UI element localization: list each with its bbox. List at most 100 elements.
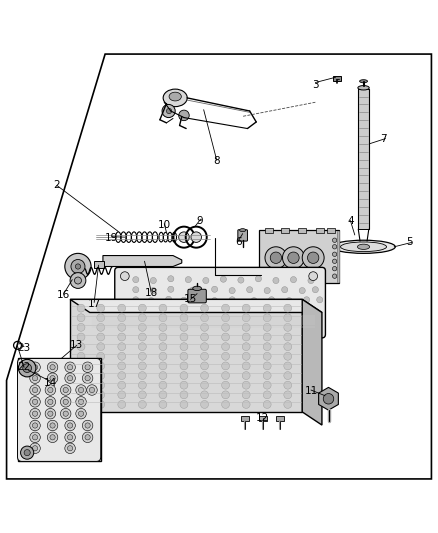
Circle shape xyxy=(242,324,250,332)
Circle shape xyxy=(222,362,230,370)
Circle shape xyxy=(85,435,90,440)
Circle shape xyxy=(50,423,55,428)
Circle shape xyxy=(286,297,292,304)
Circle shape xyxy=(308,307,314,313)
Circle shape xyxy=(138,333,146,341)
Circle shape xyxy=(284,381,292,389)
Circle shape xyxy=(47,373,58,383)
Circle shape xyxy=(263,324,271,332)
Circle shape xyxy=(286,317,292,323)
Circle shape xyxy=(118,352,126,360)
Circle shape xyxy=(47,432,58,442)
Circle shape xyxy=(229,287,235,294)
Circle shape xyxy=(48,411,53,416)
Circle shape xyxy=(82,420,93,431)
Circle shape xyxy=(180,324,188,332)
Circle shape xyxy=(290,277,297,282)
Circle shape xyxy=(307,252,319,263)
Circle shape xyxy=(30,362,40,373)
Circle shape xyxy=(284,324,292,332)
Circle shape xyxy=(201,343,208,351)
Circle shape xyxy=(284,314,292,322)
Circle shape xyxy=(265,247,287,269)
Circle shape xyxy=(263,333,271,341)
Circle shape xyxy=(159,362,167,370)
Circle shape xyxy=(138,343,146,351)
Circle shape xyxy=(181,297,187,303)
Circle shape xyxy=(216,317,222,322)
Circle shape xyxy=(32,399,38,405)
Text: 11: 11 xyxy=(304,386,318,397)
Circle shape xyxy=(284,362,292,370)
Text: 12: 12 xyxy=(256,413,269,423)
Circle shape xyxy=(155,327,161,333)
Circle shape xyxy=(263,400,271,408)
Circle shape xyxy=(263,381,271,389)
Circle shape xyxy=(190,287,196,293)
Circle shape xyxy=(263,372,271,379)
Circle shape xyxy=(159,372,167,379)
Circle shape xyxy=(89,387,95,393)
Circle shape xyxy=(284,343,292,351)
Circle shape xyxy=(77,381,85,389)
Polygon shape xyxy=(94,261,104,268)
Circle shape xyxy=(65,443,75,454)
Circle shape xyxy=(222,352,230,360)
Circle shape xyxy=(133,277,139,282)
Circle shape xyxy=(201,391,208,399)
Circle shape xyxy=(166,296,172,302)
Circle shape xyxy=(67,423,73,428)
Circle shape xyxy=(247,287,253,293)
Circle shape xyxy=(63,399,68,405)
Circle shape xyxy=(32,376,38,381)
Circle shape xyxy=(159,343,167,351)
Circle shape xyxy=(284,304,292,312)
Circle shape xyxy=(179,110,189,120)
Text: 3: 3 xyxy=(312,80,319,90)
Circle shape xyxy=(201,314,208,322)
Circle shape xyxy=(77,324,85,332)
Text: 4: 4 xyxy=(347,215,354,225)
FancyBboxPatch shape xyxy=(316,229,324,233)
Circle shape xyxy=(332,274,337,278)
Circle shape xyxy=(148,297,154,304)
Circle shape xyxy=(242,362,250,370)
Circle shape xyxy=(212,297,218,304)
Circle shape xyxy=(162,104,175,118)
Circle shape xyxy=(150,308,156,314)
Circle shape xyxy=(21,446,34,459)
Circle shape xyxy=(263,304,271,312)
Circle shape xyxy=(180,314,188,322)
Circle shape xyxy=(138,352,146,360)
Text: 17: 17 xyxy=(88,298,101,309)
Circle shape xyxy=(138,381,146,389)
Circle shape xyxy=(76,385,86,395)
Circle shape xyxy=(65,432,75,442)
Circle shape xyxy=(309,325,318,334)
Circle shape xyxy=(179,232,189,243)
Circle shape xyxy=(286,326,292,332)
Circle shape xyxy=(201,304,208,312)
Circle shape xyxy=(97,352,105,360)
Circle shape xyxy=(159,324,167,332)
Circle shape xyxy=(304,318,310,324)
Circle shape xyxy=(77,400,85,408)
Circle shape xyxy=(284,352,292,360)
Circle shape xyxy=(118,304,126,312)
Circle shape xyxy=(268,327,275,333)
Circle shape xyxy=(67,376,73,381)
Circle shape xyxy=(201,333,208,341)
Text: 7: 7 xyxy=(380,134,387,144)
Circle shape xyxy=(75,264,81,269)
FancyBboxPatch shape xyxy=(358,89,369,229)
Circle shape xyxy=(159,314,167,322)
Circle shape xyxy=(118,343,126,351)
Circle shape xyxy=(180,362,188,370)
Circle shape xyxy=(288,252,299,263)
Circle shape xyxy=(180,372,188,379)
Circle shape xyxy=(332,259,337,263)
Circle shape xyxy=(155,318,161,324)
Circle shape xyxy=(263,352,271,360)
Circle shape xyxy=(77,372,85,379)
Circle shape xyxy=(50,365,55,370)
